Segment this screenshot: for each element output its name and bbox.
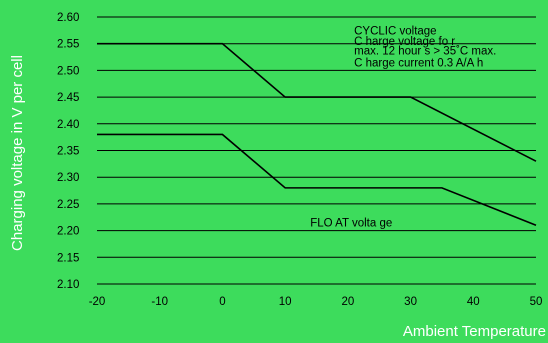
y-tick-label: 2.60 bbox=[57, 12, 79, 24]
x-tick-label: -10 bbox=[151, 296, 168, 308]
y-tick-label: 2.50 bbox=[57, 65, 79, 77]
y-tick-label: 2.55 bbox=[57, 39, 79, 51]
x-axis-title: Ambient Temperature bbox=[403, 323, 546, 340]
annotation-text: CYCLIC voltage bbox=[354, 25, 436, 37]
series-layer bbox=[97, 42, 537, 227]
y-tick-label: 2.30 bbox=[57, 172, 79, 184]
annotation-text: FLO AT volta ge bbox=[310, 218, 392, 230]
y-tick-label: 2.15 bbox=[57, 252, 79, 264]
x-tick-label: -20 bbox=[89, 296, 106, 308]
x-tick-label: 20 bbox=[341, 296, 354, 308]
y-tick-label: 2.40 bbox=[57, 119, 79, 131]
x-tick-label: 30 bbox=[404, 296, 417, 308]
y-axis-title: Charging voltage in V per cell bbox=[9, 55, 26, 251]
x-tick-label: 50 bbox=[530, 296, 543, 308]
y-tick-label: 2.20 bbox=[57, 226, 79, 238]
y-tick-labels: 2.60 2.55 2.50 2.45 2.40 2.35 2.30 2.25 2.20 2.15… bbox=[57, 12, 79, 291]
y-tick-label: 2.10 bbox=[57, 279, 79, 291]
y-tick-label: 2.45 bbox=[57, 92, 79, 104]
series-line-1 bbox=[97, 42, 537, 162]
x-tick-labels: -20 -10 0 10 20 30 40 50 bbox=[89, 296, 543, 308]
annotation-text: C harge voltage fo r bbox=[354, 36, 455, 48]
x-tick-label: 40 bbox=[467, 296, 480, 308]
x-tick-label: 0 bbox=[219, 296, 225, 308]
x-tick-label: 10 bbox=[279, 296, 292, 308]
annotation-text: max. 12 hour s > 35˚C max. bbox=[354, 46, 496, 58]
y-tick-label: 2.35 bbox=[57, 146, 79, 158]
series-line-2 bbox=[97, 133, 537, 227]
annotation-text: C harge current 0.3 A/A h bbox=[354, 57, 483, 69]
y-tick-label: 2.25 bbox=[57, 199, 79, 211]
